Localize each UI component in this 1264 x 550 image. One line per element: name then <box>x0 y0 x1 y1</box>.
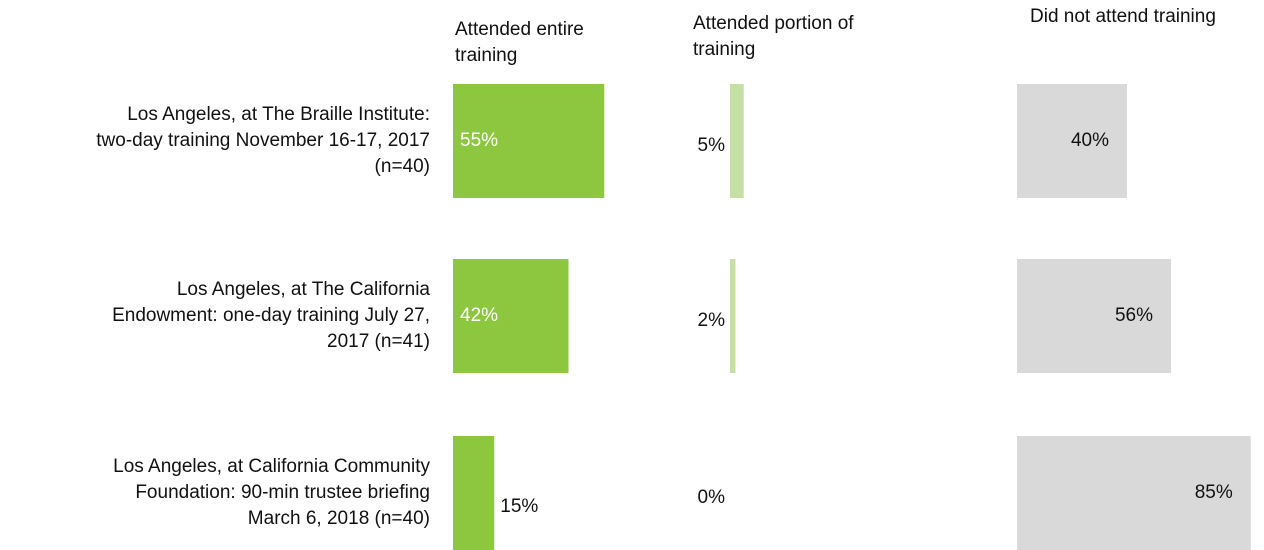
bar <box>730 259 736 373</box>
bar <box>730 84 744 198</box>
bar <box>453 259 569 373</box>
value-label: 85% <box>1195 482 1233 503</box>
value-label: 40% <box>1071 130 1109 151</box>
bar <box>1017 259 1171 373</box>
value-label: 56% <box>1115 305 1153 326</box>
category-label: Los Angeles, at The California Endowment… <box>112 279 430 352</box>
bar <box>1017 436 1251 550</box>
series-header: Did not attend training <box>1030 6 1216 27</box>
bar <box>453 436 495 550</box>
value-label: 0% <box>698 487 726 508</box>
category-label: Los Angeles, at The Braille Institute: t… <box>96 104 430 177</box>
value-label: 5% <box>698 135 726 156</box>
value-label: 2% <box>698 310 726 331</box>
series-header: Attended portion of training <box>693 13 854 60</box>
value-label: 15% <box>500 496 538 517</box>
bar <box>1017 84 1127 198</box>
value-label: 55% <box>460 130 498 151</box>
value-label: 42% <box>460 305 498 326</box>
bar <box>453 84 605 198</box>
series-header: Attended entire training <box>455 19 584 66</box>
category-label: Los Angeles, at California Community Fou… <box>113 456 430 529</box>
